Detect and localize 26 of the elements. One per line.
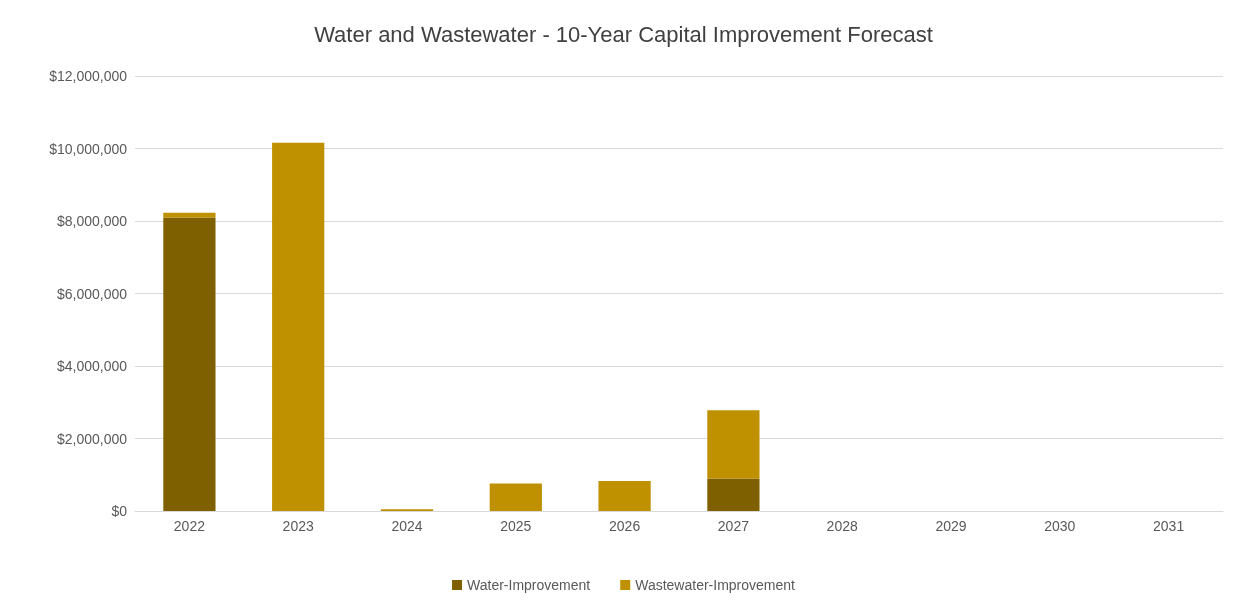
y-tick-label: $10,000,000 [49,140,128,157]
legend-label: Water-Improvement [467,577,591,593]
x-tick-label: 2029 [935,518,967,534]
y-tick-label: $6,000,000 [56,285,128,302]
bar [598,480,651,511]
y-tick-label: $12,000,000 [49,68,128,84]
x-tick-label: 2026 [609,518,641,534]
x-tick-label: 2025 [500,518,532,534]
x-tick-label: 2024 [391,518,423,534]
x-tick-label: 2031 [1153,518,1185,534]
x-tick-label: 2027 [717,518,750,534]
chart-title: Water and Wastewater - 10-Year Capital Improvement Forecast [314,21,933,47]
bar [707,478,760,511]
bar [707,410,760,479]
y-tick-label: $0 [111,503,128,519]
y-tick-label: $4,000,000 [56,358,128,374]
bar [489,483,542,511]
bar [272,142,325,511]
y-tick-label: $2,000,000 [56,430,128,447]
x-tick-label: 2030 [1044,518,1076,534]
bar [163,217,216,511]
x-tick-label: 2022 [173,518,206,534]
y-tick-label: $8,000,000 [56,213,128,229]
x-tick-label: 2023 [282,518,314,534]
legend-label: Wastewater-Improvement [635,577,796,593]
x-tick-label: 2028 [826,518,858,534]
